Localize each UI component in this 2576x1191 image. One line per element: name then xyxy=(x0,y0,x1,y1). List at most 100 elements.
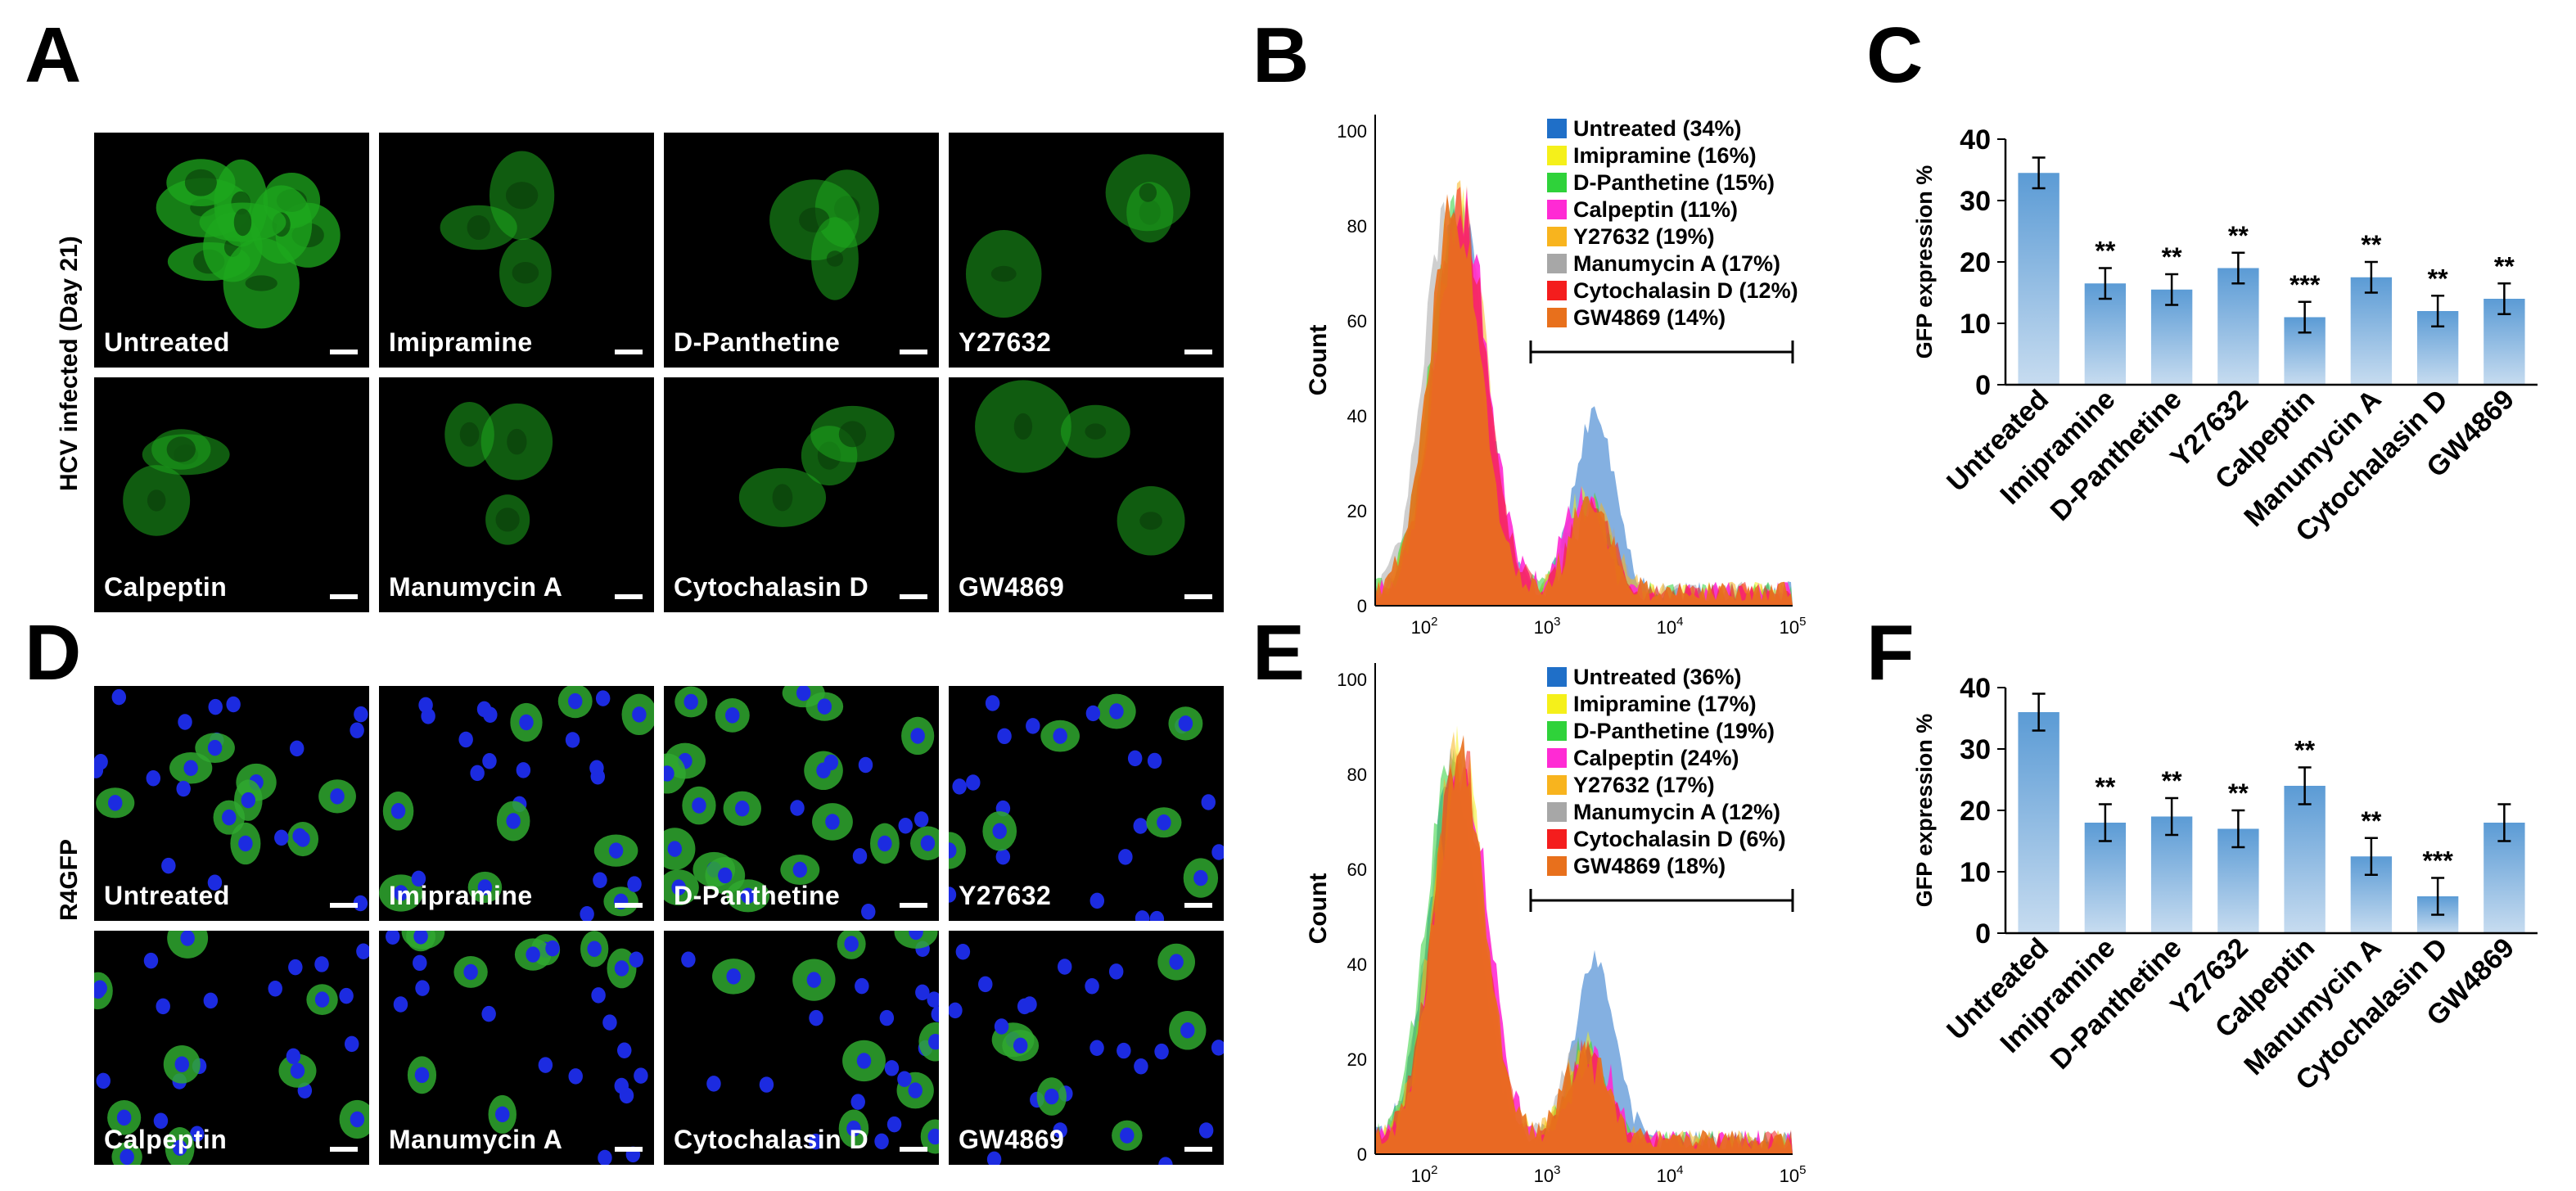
error-bar xyxy=(2165,796,2179,837)
cell-image xyxy=(738,405,895,527)
bar-untreated xyxy=(2018,173,2059,385)
bar-y27632 xyxy=(2217,268,2259,385)
y-tick-label: 0 xyxy=(1357,1144,1367,1165)
bar-imipramine xyxy=(2084,283,2127,385)
bar-manumycin-a xyxy=(2350,277,2393,385)
scale-bar xyxy=(900,902,927,908)
cell-image xyxy=(156,159,341,329)
cell-image xyxy=(975,380,1185,556)
cell-image xyxy=(681,930,939,1154)
significance-marker: *** xyxy=(2422,846,2453,876)
error-bar xyxy=(2231,251,2245,285)
micrograph-label: GW4869 xyxy=(959,1125,1065,1154)
micrograph-label: Y27632 xyxy=(959,880,1052,910)
flow-histogram-e: Count 100 80 60 40 20 0 102 103 104 105 Untreated (… xyxy=(1305,663,1806,1186)
y-axis-label: GFP expression % xyxy=(1912,714,1937,908)
x-tick-label: 103 xyxy=(1534,1163,1561,1186)
micrograph-label: GW4869 xyxy=(959,572,1065,602)
micrograph-label: Imipramine xyxy=(389,880,533,910)
micrograph-untreated: Untreated xyxy=(94,686,369,921)
legend-entry: GW4869 (18%) xyxy=(1573,854,1726,878)
y-tick-label: 100 xyxy=(1337,670,1367,690)
micrograph-label: Manumycin A xyxy=(389,572,563,602)
micrograph-d-panthetine: D-Panthetine xyxy=(664,133,939,368)
scale-bar xyxy=(1184,902,1212,908)
scale-bar xyxy=(330,902,358,908)
micrograph-calpeptin: Calpeptin xyxy=(94,930,369,1165)
legend-swatch xyxy=(1547,856,1567,876)
y-tick-label: 40 xyxy=(1960,124,1991,156)
y-axis-label: GFP expression % xyxy=(1912,165,1937,359)
legend-swatch xyxy=(1547,173,1567,192)
bar-chart-f: GFP expression %010203040Untreated**Imip… xyxy=(1912,673,2538,1096)
error-bar xyxy=(2497,282,2511,315)
cell-image xyxy=(664,686,939,920)
scale-bar xyxy=(615,902,643,908)
error-bar xyxy=(2165,273,2179,306)
micrograph-label: D-Panthetine xyxy=(674,880,841,910)
cell-image xyxy=(965,154,1191,318)
x-tick-label: 104 xyxy=(1657,1163,1684,1186)
cell-image xyxy=(123,429,230,536)
micrograph-label: Manumycin A xyxy=(389,1125,563,1154)
micrograph-d-panthetine: D-Panthetine xyxy=(664,686,939,921)
legend-swatch xyxy=(1547,721,1567,741)
legend-entry: Calpeptin (11%) xyxy=(1573,197,1738,222)
x-tick-label: 105 xyxy=(1780,1163,1807,1186)
micrograph-label: Calpeptin xyxy=(104,1125,228,1154)
error-bar xyxy=(2431,877,2445,916)
significance-marker: ** xyxy=(2361,230,2381,259)
legend-swatch xyxy=(1547,802,1567,822)
legend-entry: Untreated (36%) xyxy=(1573,665,1742,689)
y-tick-label: 80 xyxy=(1347,216,1367,237)
legend-swatch xyxy=(1547,146,1567,165)
histogram-gw4869 xyxy=(1375,194,1793,606)
legend-swatch xyxy=(1547,119,1567,138)
micrograph-imipramine: Imipramine xyxy=(379,133,654,368)
significance-marker: ** xyxy=(2294,736,2315,765)
error-bar xyxy=(2032,692,2046,732)
legend-entry: Untreated (34%) xyxy=(1573,116,1742,141)
y-tick-label: 40 xyxy=(1347,954,1367,975)
error-bar xyxy=(2364,260,2378,294)
scale-bar xyxy=(900,594,927,599)
micrograph-grid-d: Untreated Imipramine D-Panthetine Y27632 Cal… xyxy=(94,686,1224,1165)
micrograph-y27632: Y27632 xyxy=(949,133,1224,368)
legend-entry: Manumycin A (17%) xyxy=(1573,251,1780,276)
significance-marker: ** xyxy=(2228,778,2249,808)
micrograph-imipramine: Imipramine xyxy=(379,686,654,921)
legend-entry: Cytochalasin D (12%) xyxy=(1573,278,1798,303)
error-bar xyxy=(2098,803,2112,842)
panel-label-c: C xyxy=(1866,11,1924,99)
y-tick-label: 100 xyxy=(1337,121,1367,142)
scale-bar xyxy=(615,594,643,599)
panel-label-b: B xyxy=(1252,11,1310,99)
micrograph-label: Cytochalasin D xyxy=(674,1125,869,1154)
error-bar xyxy=(2231,809,2245,849)
significance-marker: ** xyxy=(2428,264,2448,293)
error-bar xyxy=(2298,300,2312,334)
legend-swatch xyxy=(1547,667,1567,687)
legend-entry: Manumycin A (12%) xyxy=(1573,800,1780,824)
error-bar xyxy=(2098,267,2112,300)
significance-marker: ** xyxy=(2095,773,2115,802)
micrograph-calpeptin: Calpeptin xyxy=(94,377,369,612)
y-tick-label: 20 xyxy=(1347,1049,1367,1070)
micrograph-label: Cytochalasin D xyxy=(674,572,869,602)
cell-image xyxy=(444,402,553,545)
micrograph-label: Y27632 xyxy=(959,327,1052,357)
x-tick-label: 103 xyxy=(1534,615,1561,638)
scale-bar xyxy=(1184,350,1212,354)
micrograph-label: Untreated xyxy=(104,327,230,357)
micrograph-gw4869: GW4869 xyxy=(949,377,1224,612)
cell-image xyxy=(386,930,648,1165)
legend-entry: Cytochalasin D (6%) xyxy=(1573,827,1786,851)
legend-entry: Y27632 (19%) xyxy=(1573,224,1715,249)
bar-chart-c: GFP expression %010203040Untreated**Imip… xyxy=(1912,124,2538,548)
micrograph-gw4869: GW4869 xyxy=(949,930,1224,1165)
error-bar xyxy=(2497,803,2511,842)
panel-label-a: A xyxy=(25,11,82,99)
micrograph-cytochalasin-d: Cytochalasin D xyxy=(664,377,939,612)
legend-swatch xyxy=(1547,775,1567,795)
scale-bar xyxy=(615,1147,643,1152)
